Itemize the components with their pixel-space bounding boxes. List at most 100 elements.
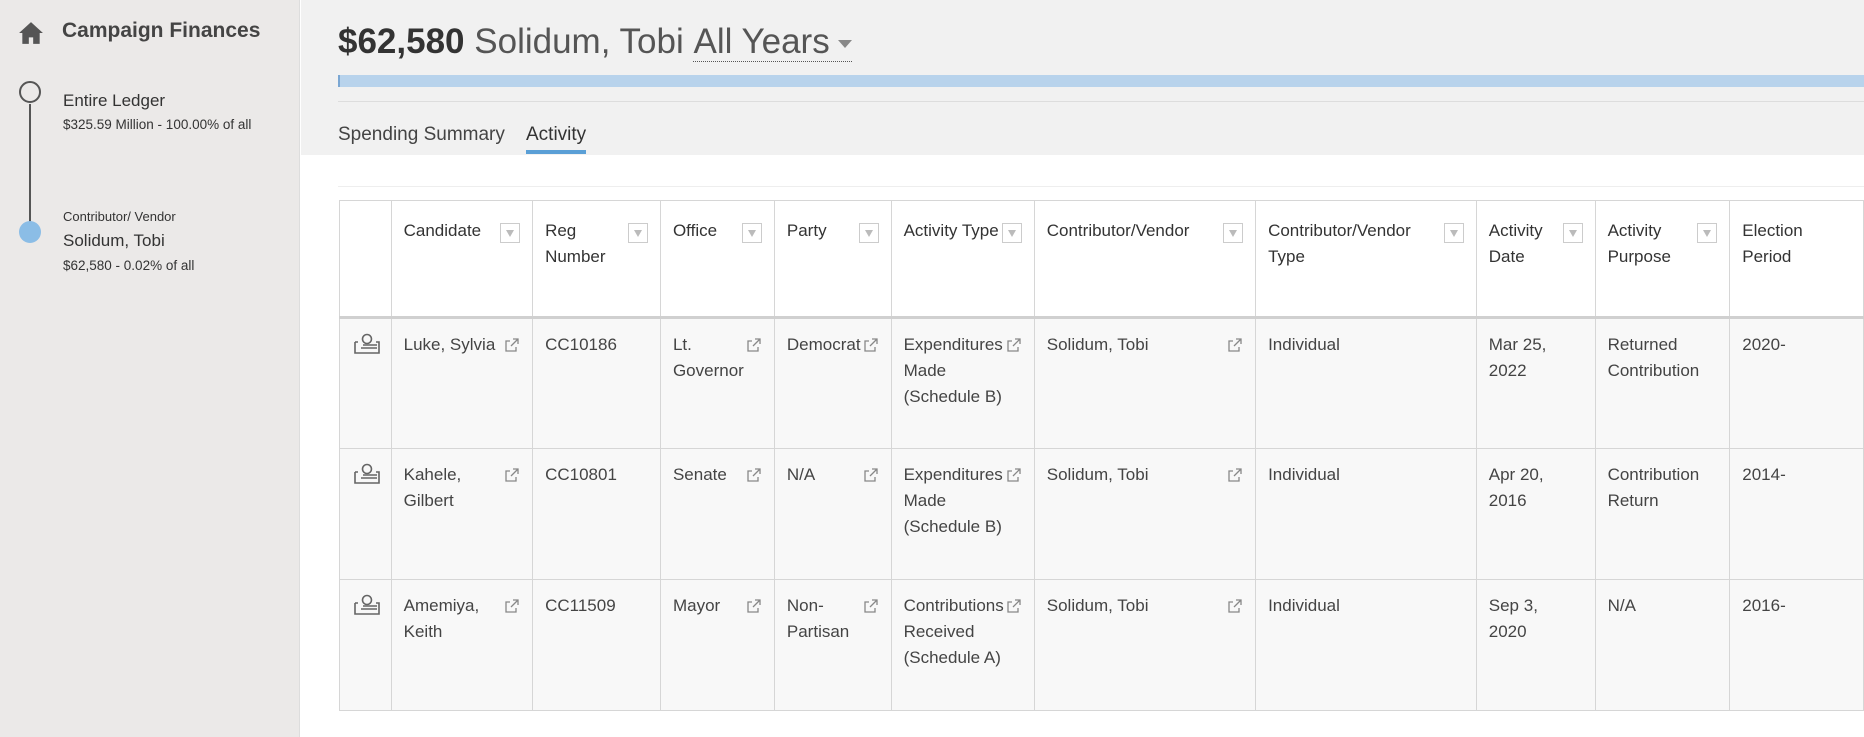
column-header-reg-number[interactable]: Reg Number (532, 200, 661, 319)
cell-vendor[interactable]: Solidum, Tobi (1033, 317, 1257, 449)
cell-candidate[interactable]: Amemiya, Keith (390, 579, 534, 711)
ledger-title[interactable]: Entire Ledger (63, 91, 166, 110)
cell-date: Mar 25, 2022 (1475, 317, 1596, 449)
external-link-icon[interactable] (1227, 337, 1243, 353)
cell-type[interactable]: Expenditures Made (Schedule B) (890, 448, 1035, 580)
year-selector-label: All Years (693, 22, 830, 61)
external-link-icon[interactable] (746, 337, 762, 353)
cell-reg: CC11509 (532, 579, 661, 711)
external-link-icon[interactable] (504, 337, 520, 353)
tab-activity[interactable]: Activity (526, 124, 587, 154)
cell-purpose: Contribution Return (1594, 448, 1731, 580)
sidebar: Campaign Finances Entire Ledger $325.59 … (0, 0, 300, 737)
external-link-icon[interactable] (863, 467, 879, 483)
cell-text: 2014- (1742, 465, 1786, 484)
cell-text: Amemiya, Keith (403, 596, 480, 641)
table-row[interactable]: Luke, Sylvia CC10186 Lt. Governor Democrat E… (339, 317, 1864, 449)
table-row[interactable]: Kahele, Gilbert CC10801 Senate N/A Expenditu… (339, 448, 1864, 580)
contributor-record-icon[interactable] (352, 594, 382, 616)
ledger-node-icon[interactable] (19, 81, 41, 103)
vendor-title: Solidum, Tobi (63, 231, 165, 250)
cell-text: Mayor (672, 596, 721, 615)
column-label: Candidate (403, 221, 482, 240)
filter-icon[interactable] (1697, 223, 1718, 243)
external-link-icon[interactable] (746, 467, 762, 483)
vendor-node-icon (19, 221, 41, 243)
column-header-activity-type[interactable]: Activity Type (890, 200, 1035, 319)
column-header-office[interactable]: Office (659, 200, 775, 319)
external-link-icon[interactable] (1006, 337, 1022, 353)
external-link-icon[interactable] (1006, 598, 1022, 614)
cell-party[interactable]: Non-Partisan (773, 579, 892, 711)
external-link-icon[interactable] (1227, 467, 1243, 483)
cell-office[interactable]: Lt. Governor (659, 317, 775, 449)
cell-party[interactable]: N/A (773, 448, 892, 580)
column-label: Party (786, 221, 827, 240)
contributor-record-icon[interactable] (352, 463, 382, 485)
filter-icon[interactable] (500, 223, 521, 243)
cell-text: Solidum, Tobi (1046, 596, 1149, 615)
cell-text: CC10801 (545, 465, 617, 484)
cell-text: Returned Contribution (1607, 335, 1700, 380)
external-link-icon[interactable] (863, 337, 879, 353)
external-link-icon[interactable] (746, 598, 762, 614)
column-header-contributor-vendor[interactable]: Contributor/Vendor (1033, 200, 1257, 319)
cell-text: Expenditures Made (Schedule B) (903, 335, 1003, 406)
divider (338, 101, 1864, 102)
home-icon[interactable] (18, 20, 44, 46)
column-header-candidate[interactable]: Candidate (390, 200, 534, 319)
tab-spending-summary[interactable]: Spending Summary (338, 124, 505, 145)
row-detail-cell[interactable] (339, 579, 392, 711)
cell-party[interactable]: Democrat (773, 317, 892, 449)
cell-purpose: N/A (1594, 579, 1731, 711)
cell-vtype: Individual (1255, 317, 1477, 449)
cell-text: Expenditures Made (Schedule B) (903, 465, 1003, 536)
cell-candidate[interactable]: Luke, Sylvia (390, 317, 534, 449)
external-link-icon[interactable] (1227, 598, 1243, 614)
external-link-icon[interactable] (1006, 467, 1022, 483)
column-header-election-period[interactable]: Election Period (1729, 200, 1864, 319)
app-title[interactable]: Campaign Finances (62, 19, 261, 42)
row-detail-cell[interactable] (339, 317, 392, 449)
column-header-party[interactable]: Party (773, 200, 892, 319)
column-label: Activity Date (1488, 221, 1543, 266)
column-header-activity-purpose[interactable]: Activity Purpose (1594, 200, 1731, 319)
entity-name: Solidum, Tobi (474, 22, 684, 61)
column-label: Election Period (1742, 221, 1803, 266)
year-selector[interactable]: All Years (693, 22, 852, 62)
cell-office[interactable]: Mayor (659, 579, 775, 711)
column-header-contributor-vendor-type[interactable]: Contributor/Vendor Type (1255, 200, 1477, 319)
filter-icon[interactable] (741, 223, 762, 243)
column-label: Activity Type (903, 221, 999, 240)
column-label: Office (672, 221, 718, 240)
external-link-icon[interactable] (863, 598, 879, 614)
cell-candidate[interactable]: Kahele, Gilbert (390, 448, 534, 580)
filter-icon[interactable] (1223, 223, 1244, 243)
cell-text: Sep 3, 2020 (1488, 596, 1538, 641)
cell-vendor[interactable]: Solidum, Tobi (1033, 448, 1257, 580)
cell-vtype: Individual (1255, 448, 1477, 580)
activity-table: Candidate Reg Number Office Party Activity T… (339, 200, 1864, 711)
cell-text: Luke, Sylvia (403, 335, 496, 354)
filter-icon[interactable] (858, 223, 879, 243)
external-link-icon[interactable] (504, 467, 520, 483)
cell-type[interactable]: Expenditures Made (Schedule B) (890, 317, 1035, 449)
filter-icon[interactable] (627, 223, 648, 243)
contributor-record-icon[interactable] (352, 333, 382, 355)
external-link-icon[interactable] (504, 598, 520, 614)
cell-reg: CC10186 (532, 317, 661, 449)
cell-type[interactable]: Contributions Received (Schedule A) (890, 579, 1035, 711)
table-row[interactable]: Amemiya, Keith CC11509 Mayor Non-Partisan Co… (339, 579, 1864, 711)
row-detail-cell[interactable] (339, 448, 392, 580)
cell-date: Apr 20, 2016 (1475, 448, 1596, 580)
column-header-activity-date[interactable]: Activity Date (1475, 200, 1596, 319)
filter-icon[interactable] (1562, 223, 1583, 243)
filter-icon[interactable] (1443, 223, 1464, 243)
filter-icon[interactable] (1001, 223, 1022, 243)
total-amount: $62,580 (338, 22, 465, 61)
cell-text: Senate (672, 465, 727, 484)
cell-office[interactable]: Senate (659, 448, 775, 580)
cell-text: 2016- (1742, 596, 1786, 615)
cell-vendor[interactable]: Solidum, Tobi (1033, 579, 1257, 711)
cell-reg: CC10801 (532, 448, 661, 580)
